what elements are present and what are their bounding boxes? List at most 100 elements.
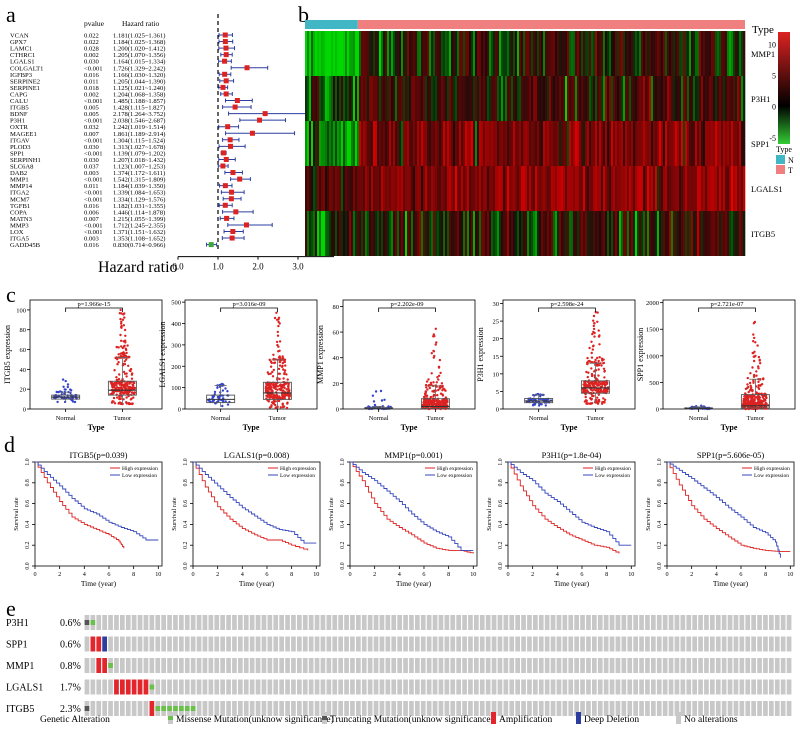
heatmap-cell	[595, 166, 598, 211]
heatmap-cell	[491, 211, 494, 256]
km-x-tick-label: 10	[313, 571, 319, 578]
boxplot-point	[750, 401, 753, 404]
heatmap-cell	[683, 211, 686, 256]
heatmap-cell	[311, 31, 314, 76]
heatmap-cell	[665, 211, 668, 256]
boxplot-point	[265, 387, 268, 390]
heatmap-cell	[635, 121, 638, 166]
oncoprint-cell	[367, 636, 373, 652]
heatmap-cell	[433, 166, 436, 211]
heatmap-cell	[429, 121, 432, 166]
heatmap-cell	[623, 31, 626, 76]
oncoprint-cell	[745, 658, 751, 673]
heatmap-cell	[567, 31, 570, 76]
heatmap-cell	[381, 166, 384, 211]
boxplot-point	[764, 395, 768, 399]
heatmap-cell	[525, 211, 528, 256]
heatmap-cell	[631, 121, 634, 166]
heatmap-cell	[659, 121, 662, 166]
boxplot-point	[126, 344, 129, 347]
heatmap-cell	[645, 121, 648, 166]
boxplot-point	[597, 393, 600, 396]
heatmap-cell	[399, 31, 402, 76]
heatmap-cell	[509, 76, 512, 121]
heatmap-cell	[307, 31, 310, 76]
heatmap-cell	[423, 211, 426, 256]
heatmap-cell	[735, 76, 738, 121]
oncoprint-cell	[161, 615, 166, 630]
heatmap-cell	[705, 31, 708, 76]
heatmap-cell	[361, 166, 364, 211]
heatmap-cell	[515, 76, 518, 121]
km-ylabel: Survival rate	[171, 497, 178, 531]
forest-hr-text: 1.181(1.025~1.361)	[113, 33, 165, 40]
heatmap-cell	[333, 76, 336, 121]
heatmap-cell	[355, 76, 358, 121]
heatmap-cell	[697, 211, 700, 256]
forest-gene-label: GADD45B	[10, 242, 41, 249]
km-ylabel: Survival rate	[13, 497, 20, 531]
heatmap-cell	[425, 76, 428, 121]
oncoprint-cell	[615, 701, 621, 716]
heatmap-cell	[573, 166, 576, 211]
oncoprint-cell	[774, 615, 780, 630]
boxplot-frame	[662, 299, 796, 410]
heatmap-cell	[659, 76, 662, 121]
oncoprint-cell	[243, 636, 249, 652]
oncoprint-cell	[273, 615, 279, 630]
oncoprint-cell	[267, 658, 273, 673]
boxplot-point	[746, 401, 749, 405]
heatmap-cell	[319, 166, 322, 211]
heatmap-cell	[437, 211, 440, 256]
boxplot-point	[286, 378, 289, 381]
heatmap-cell	[313, 76, 316, 121]
heatmap-cell	[561, 166, 564, 211]
heatmap-cell	[741, 76, 744, 121]
heatmap-cell	[625, 76, 628, 121]
km-ylabel: Survival rate	[645, 497, 652, 531]
oncoprint-cell	[320, 658, 326, 673]
km-curve-low	[508, 461, 632, 546]
heatmap-cell	[541, 31, 544, 76]
boxplot-point	[759, 362, 762, 365]
boxplot-point	[746, 397, 749, 400]
km-y-tick-label: 0.6	[183, 500, 189, 507]
heatmap-cell	[523, 211, 526, 256]
oncoprint-cell	[255, 658, 261, 673]
heatmap-cell	[423, 76, 426, 121]
boxplot-y-tick-label: 20	[333, 381, 340, 388]
heatmap-cell	[727, 211, 730, 256]
heatmap-cell	[495, 121, 498, 166]
boxplot-point	[596, 356, 599, 360]
oncoprint-cell	[568, 615, 574, 630]
heatmap-cell	[549, 121, 552, 166]
heatmap-cell	[531, 166, 534, 211]
heatmap-cell	[559, 76, 562, 121]
km-y-tick-label: 0.2	[498, 541, 504, 548]
boxplot-point	[751, 398, 754, 401]
boxplot-point	[123, 372, 127, 375]
boxplot-y-tick-label: 80	[20, 327, 27, 334]
oncoprint-cell	[774, 679, 780, 695]
oncoprint-cell	[403, 679, 408, 695]
heatmap-cell	[647, 76, 650, 121]
boxplot-point	[271, 375, 275, 378]
boxplot-y-tick-label: 100	[171, 385, 181, 392]
oncoprint-cell	[238, 658, 243, 673]
km-legend-high: High expression	[122, 466, 158, 472]
boxplot-point	[222, 399, 225, 402]
oncoprint-cell	[710, 636, 715, 652]
forest-x-tick-label: 2.0	[252, 262, 264, 272]
oncoprint-cell	[739, 658, 745, 673]
heatmap-cell	[519, 121, 522, 166]
oncoprint-cell	[120, 701, 125, 716]
heatmap-cell	[439, 31, 442, 76]
heatmap-cell	[533, 166, 536, 211]
heatmap-cell	[551, 31, 554, 76]
boxplot-xlabel: Type	[243, 423, 260, 432]
oncoprint-percent: 0.6%	[60, 618, 81, 629]
forest-hr-point	[222, 39, 228, 45]
heatmap-type-label: Type	[752, 24, 774, 36]
boxplot-point	[271, 383, 275, 387]
heatmap-cell	[481, 166, 484, 211]
